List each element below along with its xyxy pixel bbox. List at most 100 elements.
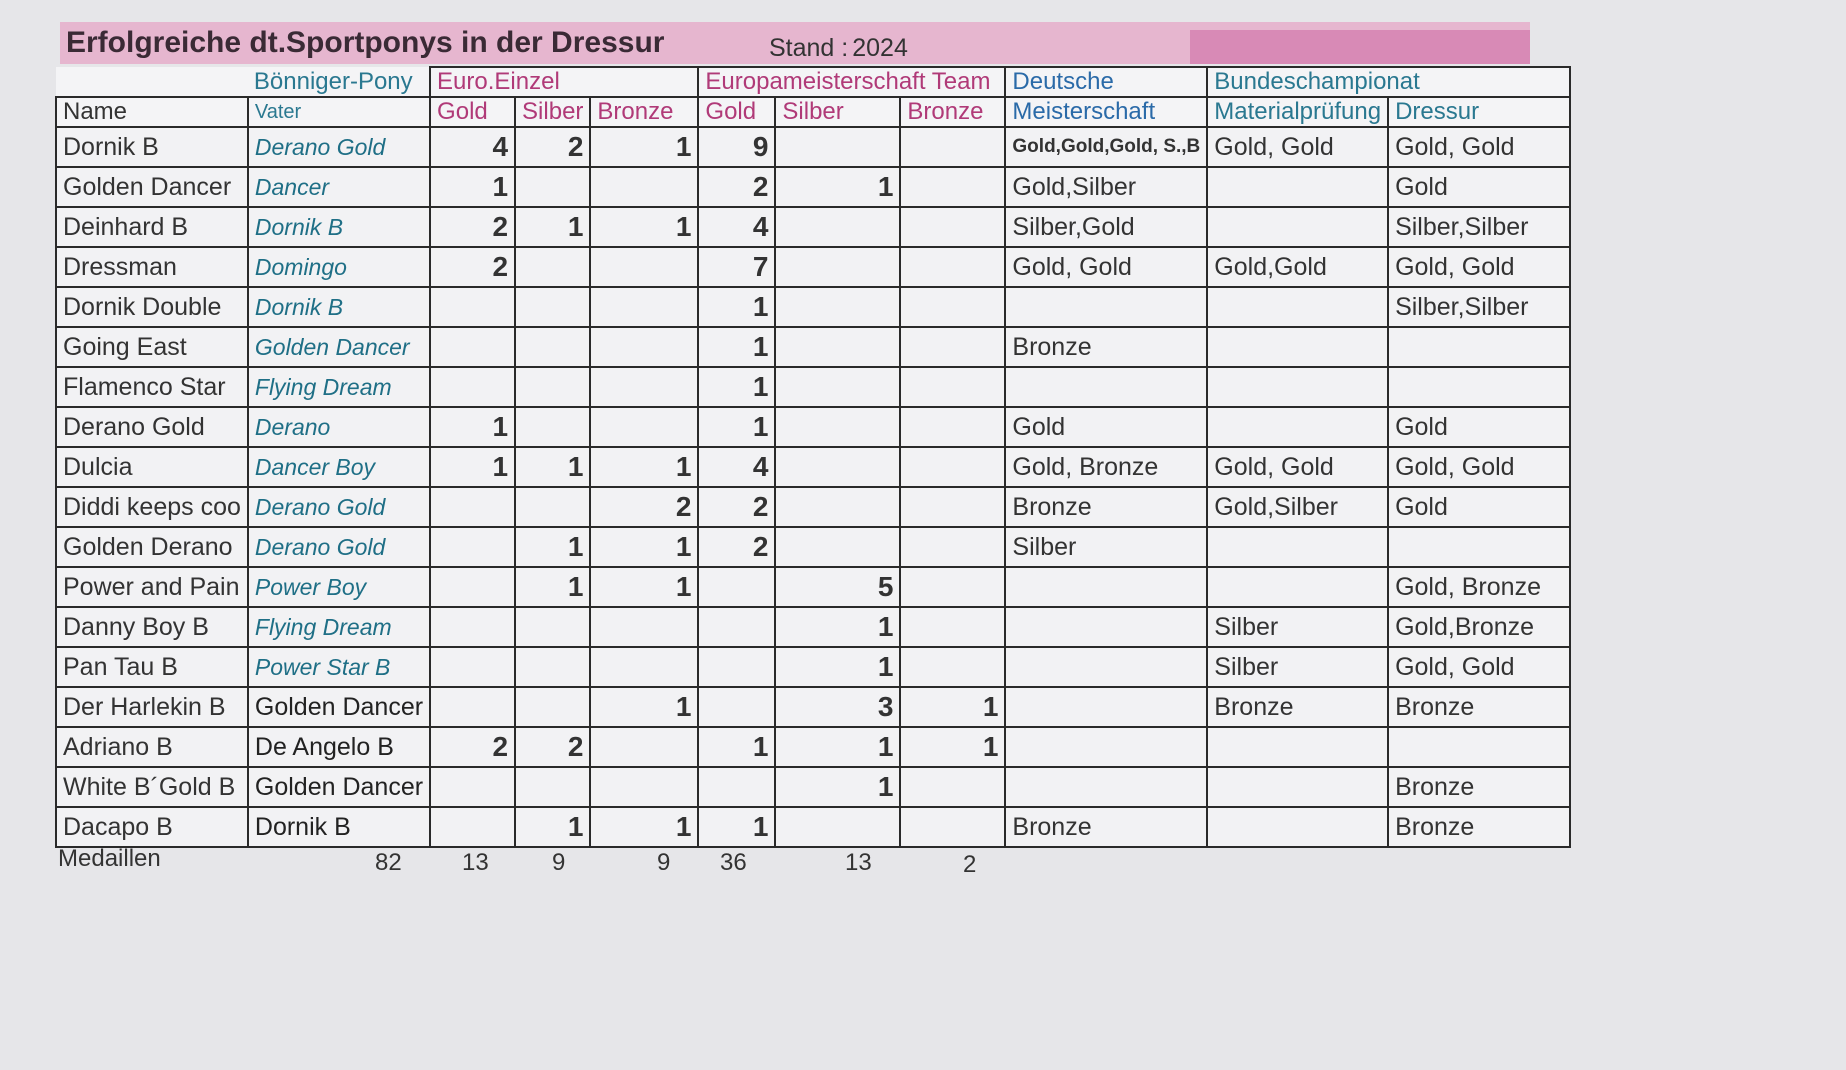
table-row: Flamenco Star Flying Dream 1 xyxy=(55,366,1572,408)
name-cell: Flamenco Star xyxy=(55,366,249,408)
stand-date: Stand :2024 xyxy=(765,34,908,63)
ee-gold-cell xyxy=(429,606,517,648)
ee-gold-cell xyxy=(429,566,517,608)
emt-silber-cell xyxy=(774,126,902,168)
dressur-cell xyxy=(1387,726,1572,768)
dressur-cell: Bronze xyxy=(1387,766,1572,808)
emt-silber-cell xyxy=(774,806,902,848)
emt-bronze-cell xyxy=(899,526,1007,568)
table-row: Golden Dancer Dancer 1 2 1 Gold,Silber Gold xyxy=(55,166,1572,208)
ee-silber-cell xyxy=(514,366,592,408)
header-ee-gold: Gold xyxy=(429,96,517,128)
emt-bronze-cell xyxy=(899,766,1007,808)
stand-label: Stand : xyxy=(769,34,849,62)
table-row: Dulcia Dancer Boy 1 1 1 4 Gold, Bronze Gold, Go… xyxy=(55,446,1572,488)
emt-bronze-cell xyxy=(899,246,1007,288)
meisterschaft-cell xyxy=(1004,766,1209,808)
group-bundeschampionat: Bundeschampionat xyxy=(1206,66,1572,98)
totals-ee-bronze: 9 xyxy=(657,849,671,876)
emt-silber-cell: 1 xyxy=(774,606,902,648)
emt-silber-cell xyxy=(774,206,902,248)
vater-cell: Flying Dream xyxy=(246,366,432,408)
emt-bronze-cell: 1 xyxy=(899,726,1007,768)
emt-gold-cell xyxy=(697,766,777,808)
materialpruefung-cell xyxy=(1206,566,1390,608)
meisterschaft-cell xyxy=(1004,686,1209,728)
ee-gold-cell xyxy=(429,486,517,528)
name-cell: Golden Derano xyxy=(55,526,249,568)
emt-bronze-cell xyxy=(899,606,1007,648)
emt-gold-cell: 2 xyxy=(697,166,777,208)
ee-bronze-cell: 1 xyxy=(589,806,700,848)
title-bar-accent xyxy=(1190,30,1530,64)
table-body: Dornik B Derano Gold 4 2 1 9 Gold,Gold,Gold, S… xyxy=(55,126,1572,848)
emt-silber-cell xyxy=(774,366,902,408)
meisterschaft-cell xyxy=(1004,566,1209,608)
emt-gold-cell: 4 xyxy=(697,206,777,248)
materialpruefung-cell xyxy=(1206,206,1390,248)
ee-gold-cell: 1 xyxy=(429,446,517,488)
header-ee-bronze: Bronze xyxy=(589,96,700,128)
vater-cell: De Angelo B xyxy=(246,726,432,768)
ee-bronze-cell xyxy=(589,366,700,408)
ee-silber-cell xyxy=(514,646,592,688)
ee-bronze-cell: 1 xyxy=(589,526,700,568)
name-cell: Pan Tau B xyxy=(55,646,249,688)
ee-bronze-cell xyxy=(589,166,700,208)
title-bar xyxy=(60,22,1530,64)
dressur-cell xyxy=(1387,326,1572,368)
emt-gold-cell: 1 xyxy=(697,326,777,368)
emt-silber-cell: 5 xyxy=(774,566,902,608)
vater-cell: Dornik B xyxy=(246,806,432,848)
meisterschaft-cell xyxy=(1004,286,1209,328)
ee-bronze-cell: 2 xyxy=(589,486,700,528)
dressur-cell: Gold,Bronze xyxy=(1387,606,1572,648)
table-row: Dornik B Derano Gold 4 2 1 9 Gold,Gold,Gold, S… xyxy=(55,126,1572,168)
dressur-cell: Gold, Gold xyxy=(1387,646,1572,688)
vater-cell: Power Star B xyxy=(246,646,432,688)
dressur-cell xyxy=(1387,366,1572,408)
vater-cell: Dancer xyxy=(246,166,432,208)
emt-silber-cell: 3 xyxy=(774,686,902,728)
meisterschaft-cell xyxy=(1004,646,1209,688)
meisterschaft-cell xyxy=(1004,606,1209,648)
emt-gold-cell: 2 xyxy=(697,526,777,568)
header-emt-gold: Gold xyxy=(697,96,777,128)
ee-silber-cell: 1 xyxy=(514,526,592,568)
header-dressur: Dressur xyxy=(1387,96,1572,128)
ee-gold-cell: 4 xyxy=(429,126,517,168)
emt-gold-cell xyxy=(697,606,777,648)
ee-gold-cell xyxy=(429,766,517,808)
dressur-cell: Bronze xyxy=(1387,686,1572,728)
header-vater: Vater xyxy=(246,96,432,128)
dressur-cell xyxy=(1387,526,1572,568)
name-cell: Golden Dancer xyxy=(55,166,249,208)
ee-bronze-cell xyxy=(589,726,700,768)
header-row: Name Vater Gold Silber Bronze Gold Silbe… xyxy=(55,96,1572,128)
totals-row: Medaillen 82 13 9 9 36 13 2 xyxy=(0,845,1846,878)
header-materialpruefung: Materialprüfung xyxy=(1206,96,1390,128)
vater-cell: Golden Dancer xyxy=(246,326,432,368)
ee-bronze-cell: 1 xyxy=(589,206,700,248)
emt-gold-cell: 2 xyxy=(697,486,777,528)
materialpruefung-cell xyxy=(1206,406,1390,448)
ee-bronze-cell xyxy=(589,766,700,808)
name-cell: Deinhard B xyxy=(55,206,249,248)
ee-gold-cell xyxy=(429,366,517,408)
materialpruefung-cell xyxy=(1206,726,1390,768)
emt-bronze-cell xyxy=(899,486,1007,528)
ee-gold-cell: 2 xyxy=(429,246,517,288)
ee-silber-cell xyxy=(514,606,592,648)
meisterschaft-cell: Gold, Bronze xyxy=(1004,446,1209,488)
vater-cell: Dornik B xyxy=(246,206,432,248)
meisterschaft-cell: Gold, Gold xyxy=(1004,246,1209,288)
materialpruefung-cell xyxy=(1206,806,1390,848)
name-cell: Dornik Double xyxy=(55,286,249,328)
ee-gold-cell: 2 xyxy=(429,726,517,768)
dressur-cell: Gold, Gold xyxy=(1387,246,1572,288)
totals-ee-gold: 13 xyxy=(462,849,489,876)
dressur-cell: Silber,Silber xyxy=(1387,206,1572,248)
table-row: Dornik Double Dornik B 1 Silber,Silber xyxy=(55,286,1572,328)
materialpruefung-cell: Gold, Gold xyxy=(1206,126,1390,168)
